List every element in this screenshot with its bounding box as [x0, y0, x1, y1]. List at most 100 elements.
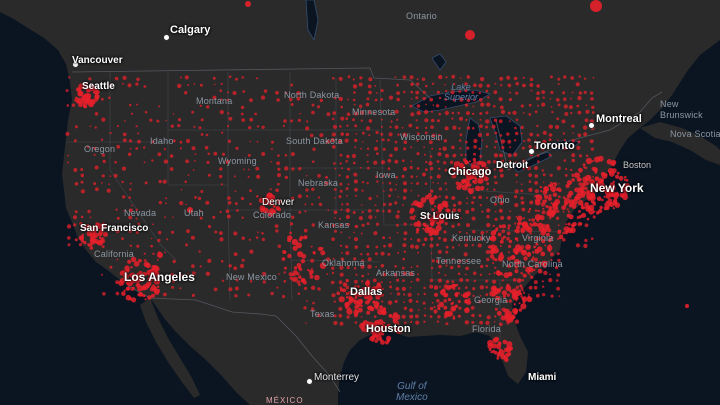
cluster-dot[interactable]: [287, 253, 292, 259]
cluster-dot[interactable]: [549, 75, 553, 79]
cluster-dot[interactable]: [452, 208, 457, 213]
cluster-dot[interactable]: [260, 208, 264, 213]
cluster-dot[interactable]: [388, 202, 392, 206]
cluster-dot[interactable]: [108, 96, 111, 99]
cluster-dot[interactable]: [194, 196, 197, 199]
cluster-dot[interactable]: [326, 273, 329, 276]
cluster-dot[interactable]: [108, 183, 111, 185]
cluster-dot[interactable]: [685, 304, 689, 308]
cluster-dot[interactable]: [86, 230, 93, 237]
cluster-dot[interactable]: [214, 230, 218, 234]
cluster-dot[interactable]: [226, 214, 231, 219]
cluster-dot[interactable]: [219, 231, 223, 236]
cluster-dot[interactable]: [509, 168, 511, 171]
cluster-dot[interactable]: [396, 278, 400, 282]
cluster-dot[interactable]: [592, 201, 596, 205]
cluster-dot[interactable]: [225, 209, 230, 213]
cluster-dot[interactable]: [309, 272, 312, 276]
cluster-dot[interactable]: [389, 112, 392, 116]
cluster-dot[interactable]: [557, 258, 561, 262]
cluster-dot[interactable]: [427, 226, 434, 233]
cluster-dot[interactable]: [333, 96, 337, 100]
cluster-dot[interactable]: [528, 297, 531, 301]
cluster-dot[interactable]: [566, 208, 569, 211]
cluster-dot[interactable]: [381, 160, 385, 165]
cluster-dot[interactable]: [478, 300, 482, 304]
cluster-dot[interactable]: [73, 139, 77, 143]
cluster-dot[interactable]: [249, 202, 252, 206]
cluster-dot[interactable]: [557, 229, 562, 234]
cluster-dot[interactable]: [235, 146, 239, 150]
cluster-dot[interactable]: [74, 125, 78, 129]
cluster-dot[interactable]: [358, 104, 363, 108]
cluster-dot[interactable]: [548, 205, 553, 210]
cluster-dot[interactable]: [528, 113, 532, 116]
cluster-dot[interactable]: [608, 170, 615, 177]
cluster-dot[interactable]: [292, 270, 298, 276]
cluster-dot[interactable]: [128, 103, 132, 107]
cluster-dot[interactable]: [499, 76, 504, 81]
cluster-dot[interactable]: [375, 130, 379, 135]
cluster-dot[interactable]: [507, 256, 512, 261]
cluster-dot[interactable]: [452, 257, 455, 260]
cluster-dot[interactable]: [457, 223, 461, 227]
cluster-dot[interactable]: [241, 76, 244, 79]
cluster-dot[interactable]: [347, 167, 351, 171]
cluster-dot[interactable]: [460, 294, 463, 296]
cluster-dot[interactable]: [459, 165, 463, 169]
cluster-dot[interactable]: [101, 273, 103, 276]
cluster-dot[interactable]: [558, 183, 560, 185]
cluster-dot[interactable]: [500, 109, 506, 114]
cluster-dot[interactable]: [509, 146, 512, 149]
cluster-dot[interactable]: [128, 208, 133, 213]
cluster-dot[interactable]: [495, 295, 501, 301]
cluster-dot[interactable]: [485, 279, 489, 283]
cluster-dot[interactable]: [565, 183, 570, 189]
cluster-dot[interactable]: [498, 119, 503, 124]
cluster-dot[interactable]: [431, 82, 435, 86]
cluster-dot[interactable]: [353, 309, 359, 316]
cluster-dot[interactable]: [303, 286, 308, 291]
cluster-dot[interactable]: [179, 147, 182, 150]
cluster-dot[interactable]: [507, 351, 512, 356]
cluster-dot[interactable]: [507, 224, 511, 228]
cluster-dot[interactable]: [345, 187, 349, 191]
cluster-dot[interactable]: [402, 279, 405, 282]
cluster-dot[interactable]: [292, 245, 298, 251]
cluster-dot[interactable]: [550, 106, 553, 108]
cluster-dot[interactable]: [485, 249, 490, 255]
cluster-dot[interactable]: [544, 186, 549, 192]
cluster-dot[interactable]: [249, 280, 253, 283]
cluster-dot[interactable]: [115, 228, 120, 234]
cluster-dot[interactable]: [353, 179, 358, 184]
cluster-dot[interactable]: [403, 105, 406, 108]
cluster-dot[interactable]: [422, 301, 426, 305]
cluster-dot[interactable]: [483, 176, 489, 182]
cluster-dot[interactable]: [429, 166, 434, 171]
cluster-dot[interactable]: [298, 167, 302, 171]
cluster-dot[interactable]: [136, 244, 140, 248]
cluster-dot[interactable]: [438, 148, 442, 151]
cluster-dot[interactable]: [219, 211, 222, 214]
cluster-dot[interactable]: [509, 120, 511, 123]
cluster-dot[interactable]: [612, 180, 616, 183]
cluster-dot[interactable]: [332, 77, 335, 80]
cluster-dot[interactable]: [352, 161, 356, 165]
cluster-dot[interactable]: [430, 252, 433, 255]
cluster-dot[interactable]: [284, 91, 288, 95]
cluster-dot[interactable]: [493, 105, 496, 108]
cluster-dot[interactable]: [523, 256, 528, 261]
cluster-dot[interactable]: [100, 237, 105, 242]
cluster-dot[interactable]: [486, 102, 491, 107]
cluster-dot[interactable]: [152, 252, 155, 255]
cluster-dot[interactable]: [367, 273, 370, 275]
cluster-dot[interactable]: [571, 173, 575, 178]
cluster-dot[interactable]: [67, 243, 71, 247]
cluster-dot[interactable]: [563, 75, 567, 79]
cluster-dot[interactable]: [603, 195, 606, 198]
cluster-dot[interactable]: [289, 97, 293, 102]
cluster-dot[interactable]: [438, 74, 443, 80]
cluster-dot[interactable]: [584, 202, 589, 207]
cluster-dot[interactable]: [529, 274, 531, 276]
